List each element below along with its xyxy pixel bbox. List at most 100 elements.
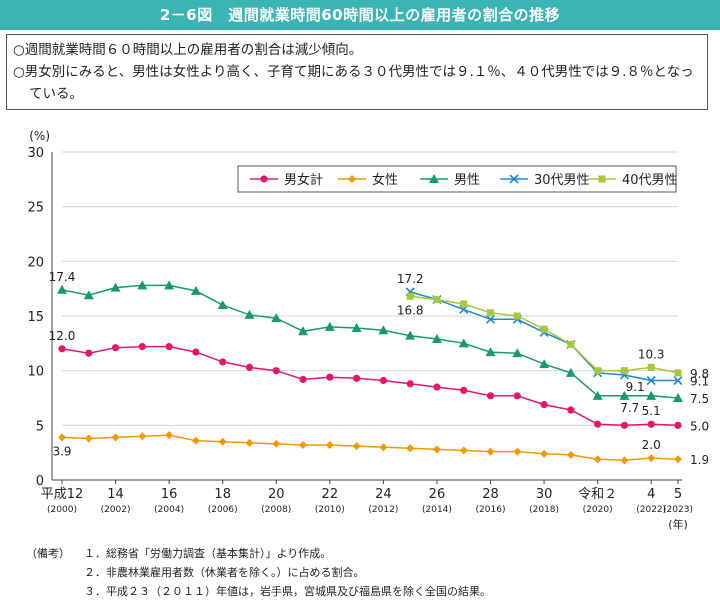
data-point xyxy=(620,456,629,465)
data-point xyxy=(190,285,201,295)
data-point xyxy=(219,358,227,366)
summary-box: ○週間就業時間６０時間以上の雇用者の割合は減少傾向。 ○男女別にみると、男性は女… xyxy=(6,34,708,110)
data-point xyxy=(378,325,389,335)
data-point xyxy=(565,367,576,377)
data-point xyxy=(432,445,441,454)
legend-label: 男性 xyxy=(454,173,480,188)
x-tick-sublabel: (2002) xyxy=(101,505,131,515)
summary-line-1: ○週間就業時間６０時間以上の雇用者の割合は減少傾向。 xyxy=(13,42,363,58)
x-tick-sublabel: (2014) xyxy=(422,505,452,515)
data-point xyxy=(272,367,280,375)
y-tick-label: 10 xyxy=(27,365,44,380)
data-point xyxy=(592,390,603,400)
legend-label: 男女計 xyxy=(284,172,323,188)
data-point xyxy=(460,386,468,394)
data-point xyxy=(646,390,657,400)
x-tick-label: 30 xyxy=(536,487,553,502)
x-tick-label: 24 xyxy=(375,487,392,502)
data-point xyxy=(245,438,254,447)
data-label: 5.1 xyxy=(642,404,661,418)
data-point xyxy=(352,442,361,451)
data-point xyxy=(326,373,334,381)
data-point xyxy=(674,421,682,429)
data-point xyxy=(620,367,628,375)
data-label: 7.7 xyxy=(620,401,639,415)
data-point xyxy=(647,363,655,371)
data-point xyxy=(325,441,334,450)
data-point xyxy=(460,300,468,308)
data-point xyxy=(673,375,683,386)
data-label: 10.3 xyxy=(638,347,665,361)
data-point xyxy=(110,282,121,292)
notes-label: （備考） xyxy=(26,547,70,560)
data-point xyxy=(57,284,67,294)
line-chart: 0 5 10 15 20 25 30 (%) 平成12 (2000) 14 (2002) 16 (2004… xyxy=(27,129,709,531)
data-label: 7.5 xyxy=(690,392,709,406)
x-tick-sublabel: (2004) xyxy=(154,505,184,515)
data-point xyxy=(486,392,495,400)
data-point xyxy=(620,421,629,429)
data-label: 5.0 xyxy=(690,419,709,433)
data-point xyxy=(58,345,66,353)
note-2: ２．非農林業雇用者数（休業者を除く。）に占める割合。 xyxy=(84,566,365,579)
data-point xyxy=(513,447,522,456)
x-tick-sublabel: (2010) xyxy=(315,505,345,515)
series-line-1 xyxy=(61,345,679,427)
data-point xyxy=(165,431,174,440)
data-label: 16.8 xyxy=(397,303,424,317)
figure-title: 2－6図 週間就業時間60時間以上の雇用者の割合の推移 xyxy=(0,0,720,30)
data-label: 3.9 xyxy=(52,444,71,458)
data-point xyxy=(405,330,416,340)
x-tick-sublabel: (2006) xyxy=(208,505,238,515)
data-point xyxy=(271,313,282,323)
data-point xyxy=(674,369,682,377)
data-point xyxy=(458,338,469,348)
data-point xyxy=(217,300,228,310)
data-point xyxy=(594,420,602,428)
summary-line-2: ○男女別にみると、男性は女性より高く、子育て期にある３０代男性では９.１％、４０… xyxy=(13,64,694,102)
legend-marker xyxy=(348,175,356,183)
data-point xyxy=(218,437,227,446)
legend-label: 40代男性 xyxy=(622,173,678,188)
data-point xyxy=(245,363,254,371)
note-row-1: （備考） １．総務省「労働力調査（基本集計）」より作成。 xyxy=(26,544,491,563)
x-tick-sublabel: (2018) xyxy=(529,505,559,515)
data-point xyxy=(406,292,414,300)
y-axis-unit: (%) xyxy=(29,129,50,143)
legend-marker xyxy=(429,174,439,183)
data-point xyxy=(83,290,94,300)
data-point xyxy=(485,314,496,324)
legend-label: 30代男性 xyxy=(534,173,590,188)
x-tick-label: 28 xyxy=(482,487,499,502)
data-point xyxy=(298,326,309,336)
data-point xyxy=(512,348,523,358)
x-tick-label: 14 xyxy=(107,487,124,502)
data-point xyxy=(566,450,575,459)
y-tick-label: 5 xyxy=(36,419,44,434)
data-point xyxy=(299,441,308,450)
data-point xyxy=(191,436,200,445)
data-point xyxy=(619,390,630,400)
data-point xyxy=(379,443,388,452)
data-point xyxy=(84,434,93,443)
x-axis-unit: (年) xyxy=(668,517,688,531)
x-tick-sublabel: (2020) xyxy=(583,505,613,515)
x-tick-label: 20 xyxy=(268,487,285,502)
data-label: 17.2 xyxy=(397,272,424,286)
data-point xyxy=(540,325,548,333)
data-point xyxy=(459,446,468,455)
series-line-2 xyxy=(61,434,679,462)
x-tick-label: 26 xyxy=(429,487,446,502)
x-tick-label: 平成12 xyxy=(41,487,84,502)
data-point xyxy=(85,349,93,357)
data-point xyxy=(433,296,441,304)
x-tick-label: 16 xyxy=(161,487,178,502)
data-point xyxy=(192,348,200,356)
y-tick-label: 15 xyxy=(27,310,44,325)
notes: （備考） １．総務省「労働力調査（基本集計）」より作成。 ２．非農林業雇用者数（… xyxy=(26,544,491,601)
x-tick-sublabel: (2016) xyxy=(476,505,506,515)
x-tick-label: 18 xyxy=(214,487,231,502)
data-point xyxy=(58,433,66,442)
data-point xyxy=(431,333,442,343)
data-point xyxy=(299,375,307,384)
